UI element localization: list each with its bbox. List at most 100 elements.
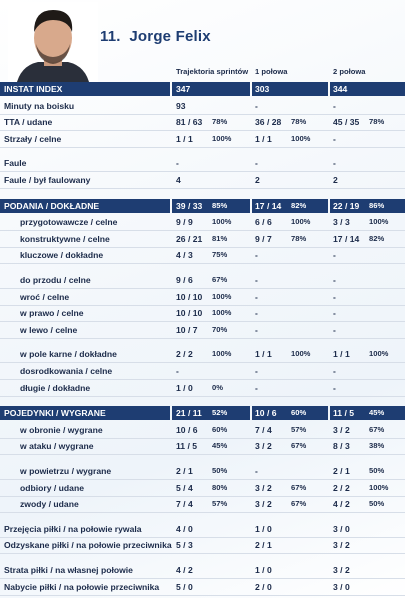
cell-value: 10 / 10	[176, 308, 203, 319]
cell-value: 9 / 9	[176, 217, 193, 228]
row-label: Przejęcia piłki / na połowie rywala	[4, 523, 142, 534]
cell-value: 10 / 10	[176, 291, 203, 302]
player-number: 11.	[100, 28, 121, 45]
cell-percent: 50%	[369, 499, 385, 509]
row-separator	[0, 146, 405, 148]
cell-value: 10 / 6	[255, 408, 277, 419]
column-header: 2 połowa	[333, 67, 366, 76]
cell-value: -	[333, 133, 336, 144]
cell-value: 3 / 0	[333, 581, 350, 592]
cell-value: -	[333, 158, 336, 169]
cell-value: 6 / 6	[255, 217, 272, 228]
cell-value: 303	[255, 84, 270, 94]
cell-value: 17 / 14	[255, 200, 282, 211]
cell-value: 2	[333, 175, 338, 185]
cell-percent: 80%	[212, 482, 228, 492]
cell-value: -	[255, 466, 258, 476]
cell-value: 1 / 0	[255, 523, 272, 534]
cell-value: 36 / 28	[255, 117, 282, 128]
player-name: Jorge Felix	[129, 28, 211, 45]
cell-percent: 57%	[291, 424, 307, 434]
cell-value: -	[333, 366, 336, 376]
row-label: wroć / celne	[20, 291, 70, 302]
row-separator	[0, 130, 405, 132]
cell-value: -	[176, 158, 179, 169]
row-separator	[0, 230, 405, 232]
row-label: do przodu / celne	[20, 275, 91, 285]
row-separator	[0, 379, 405, 380]
cell-percent: 100%	[291, 133, 311, 143]
cell-value: 2 / 2	[176, 349, 193, 360]
row-separator	[0, 337, 405, 339]
column-header: Trajektoria sprintów	[176, 67, 249, 76]
cell-percent: 67%	[291, 499, 307, 509]
row-separator	[0, 454, 405, 456]
cell-value: 2 / 1	[255, 540, 272, 551]
cell-value: 3 / 0	[333, 523, 350, 534]
row-label: Strata piłki / na własnej połowie	[4, 565, 133, 575]
cell-percent: 50%	[369, 466, 385, 475]
section-band	[0, 198, 170, 213]
cell-percent: 82%	[369, 233, 385, 243]
row-label: w lewo / celne	[20, 324, 78, 335]
cell-value: 4 / 3	[176, 250, 193, 261]
cell-percent: 100%	[291, 349, 311, 359]
cell-value: 22 / 19	[333, 200, 360, 211]
cell-value: 9 / 6	[176, 275, 193, 285]
cell-value: 9 / 7	[255, 233, 272, 244]
section-heading-label: INSTAT INDEX	[4, 84, 63, 94]
cell-percent: 67%	[212, 275, 228, 284]
section-heading: PODANIA / DOKŁADNE 39 / 33 85% 17 / 14 82% 22…	[0, 199, 405, 213]
cell-percent: 100%	[212, 133, 232, 143]
cell-percent: 45%	[212, 441, 228, 451]
cell-value: -	[255, 366, 258, 376]
row-label: odbiory / udane	[20, 482, 84, 493]
cell-value: 8 / 3	[333, 441, 350, 452]
cell-value: 11 / 5	[333, 408, 355, 419]
cell-percent: 100%	[291, 217, 311, 227]
cell-value: 7 / 4	[176, 499, 193, 510]
cell-percent: 75%	[212, 250, 228, 260]
row-label: w ataku / wygrane	[20, 441, 94, 452]
cell-value: 1 / 1	[333, 349, 350, 360]
cell-value: -	[333, 291, 336, 302]
cell-value: 93	[176, 100, 186, 111]
row-label: w pole karne / dokładne	[20, 349, 117, 360]
section-heading-label: PODANIA / DOKŁADNE	[4, 200, 100, 211]
row-separator	[0, 188, 405, 189]
section-band	[172, 406, 250, 421]
cell-percent: 60%	[212, 424, 228, 434]
cell-value: 1 / 1	[255, 133, 272, 144]
cell-value: 3 / 2	[333, 540, 350, 551]
row-label: Odzyskane piłki / na połowie przeciwnika	[4, 540, 172, 551]
cell-value: 3 / 2	[255, 441, 272, 452]
cell-percent: 78%	[291, 117, 307, 127]
cell-percent: 60%	[291, 408, 307, 418]
row-label: Faule	[4, 158, 27, 169]
cell-value: 39 / 33	[176, 200, 203, 211]
section-band	[330, 198, 405, 213]
cell-value: 2 / 1	[333, 466, 350, 476]
cell-value: -	[255, 382, 258, 393]
cell-percent: 86%	[369, 200, 385, 210]
cell-value: 1 / 1	[176, 133, 193, 144]
cell-value: -	[255, 250, 258, 261]
cell-value: -	[333, 308, 336, 319]
row-separator	[0, 495, 405, 497]
row-separator	[0, 578, 405, 579]
cell-value: 7 / 4	[255, 424, 272, 435]
cell-value: 4 / 0	[176, 523, 193, 534]
cell-value: 2 / 1	[176, 466, 193, 476]
row-label: przygotowawcze / celne	[20, 217, 118, 228]
cell-value: -	[255, 308, 258, 319]
cell-value: 4	[176, 175, 181, 185]
section-band	[330, 406, 405, 421]
cell-percent: 81%	[212, 233, 228, 243]
cell-value: 4 / 2	[176, 565, 193, 575]
cell-value: 3 / 3	[333, 217, 350, 228]
cell-value: 3 / 2	[333, 565, 350, 575]
section-band	[330, 82, 405, 96]
row-separator	[0, 113, 405, 115]
cell-percent: 100%	[212, 291, 232, 301]
cell-value: -	[333, 382, 336, 393]
